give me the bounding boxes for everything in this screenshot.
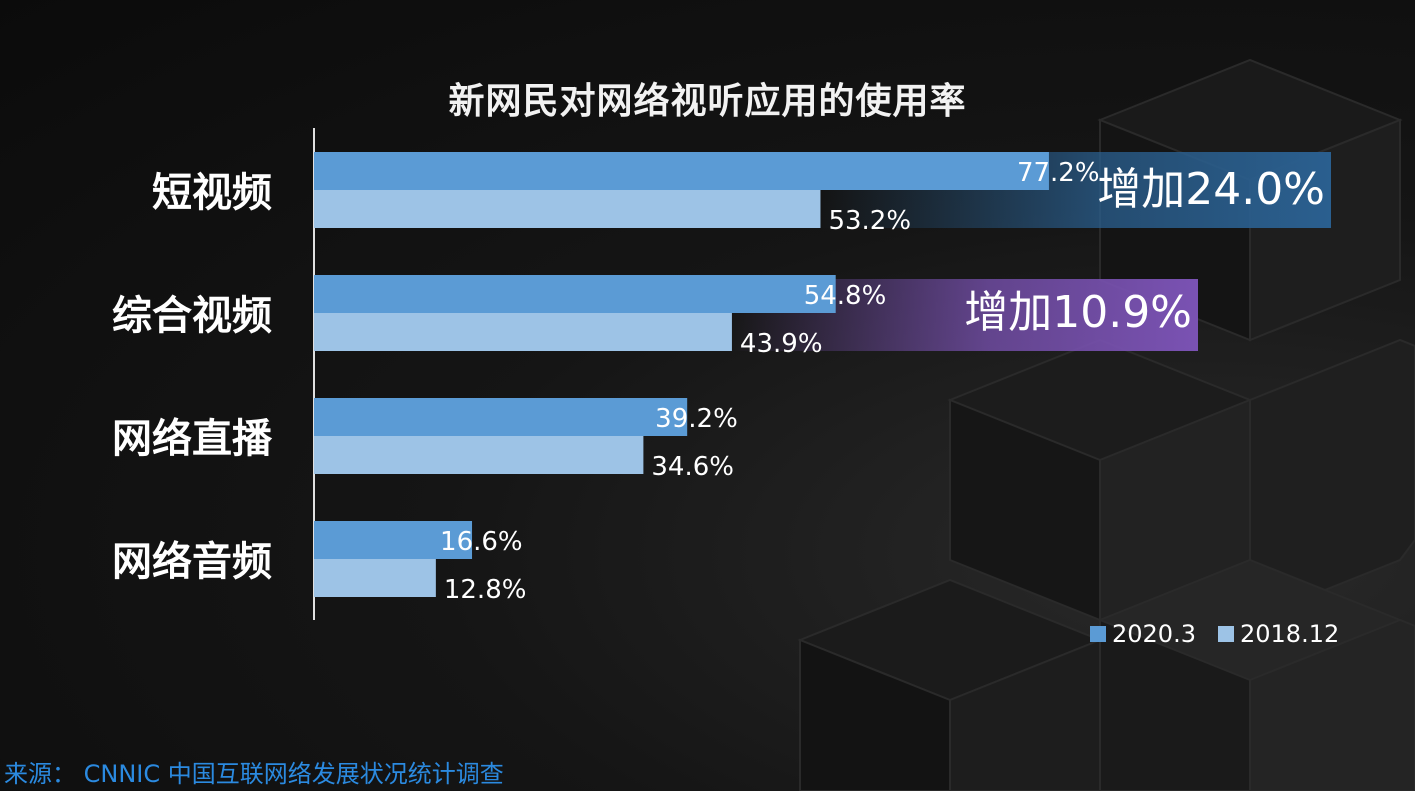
- data-label-2020-3-2: 54.8%: [804, 281, 887, 311]
- data-label-2018-12-2: 43.9%: [740, 329, 823, 359]
- legend-item-2018-12: 2018.12: [1217, 620, 1340, 648]
- category-label-1: 短视频: [152, 170, 272, 216]
- source-note: 来源： CNNIC 中国互联网络发展状况统计调查: [4, 760, 504, 788]
- annotation-text-1: 增加24.0%: [1097, 164, 1325, 215]
- bar-2020-3-2: [314, 275, 836, 313]
- bar-2020-3-3: [314, 398, 688, 436]
- category-label-4: 网络音频: [112, 539, 272, 585]
- bar-2020-3-1: [314, 152, 1049, 190]
- annotation-text-2: 增加10.9%: [964, 287, 1192, 338]
- category-label-3: 网络直播: [112, 416, 273, 462]
- chart-title: 新网民对网络视听应用的使用率: [448, 81, 967, 122]
- data-label-2020-3-4: 16.6%: [440, 527, 523, 557]
- data-label-2018-12-3: 34.6%: [651, 452, 734, 482]
- category-label-2: 综合视频: [112, 293, 272, 339]
- bar-2018-12-1: [314, 190, 821, 228]
- bar-2018-12-4: [314, 559, 436, 597]
- bar-2018-12-3: [314, 436, 644, 474]
- legend-item-2020-3: 2020.3: [1090, 620, 1196, 648]
- data-label-2018-12-1: 53.2%: [828, 206, 911, 236]
- bar-2020-3-4: [314, 521, 473, 559]
- legend: 2020.3 2018.12: [1090, 620, 1339, 648]
- data-label-2020-3-1: 77.2%: [1017, 158, 1100, 188]
- legend-label-2018-12: 2018.12: [1239, 620, 1340, 648]
- data-label-2018-12-4: 12.8%: [444, 575, 527, 605]
- data-label-2020-3-3: 39.2%: [655, 404, 738, 434]
- legend-swatch-2020-3: [1090, 626, 1106, 642]
- legend-label-2020-3: 2020.3: [1112, 620, 1196, 648]
- bar-2018-12-2: [314, 313, 732, 351]
- legend-swatch-2018-12: [1217, 626, 1234, 642]
